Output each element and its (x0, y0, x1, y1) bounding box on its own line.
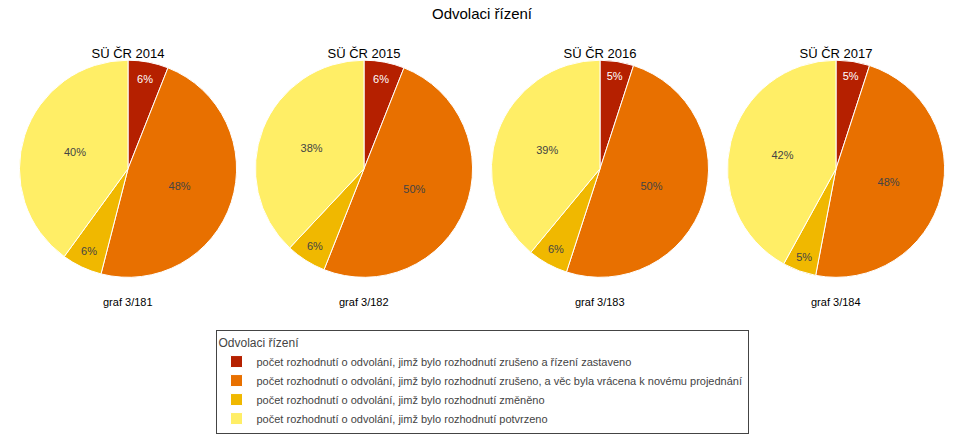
svg-text:5%: 5% (796, 251, 812, 263)
svg-text:38%: 38% (301, 142, 323, 154)
svg-text:6%: 6% (548, 243, 564, 255)
svg-text:Odvolaci řízení: Odvolaci řízení (432, 5, 533, 22)
svg-text:graf 3/182: graf 3/182 (339, 296, 389, 308)
svg-text:5%: 5% (843, 70, 859, 82)
svg-text:6%: 6% (137, 73, 153, 85)
svg-text:SÜ ČR 2016: SÜ ČR 2016 (564, 46, 637, 61)
svg-text:počet rozhodnutí o odvolání, j: počet rozhodnutí o odvolání, jimž bylo r… (257, 394, 545, 406)
svg-text:50%: 50% (403, 183, 425, 195)
svg-text:graf 3/184: graf 3/184 (811, 296, 861, 308)
svg-text:50%: 50% (641, 180, 663, 192)
svg-text:počet rozhodnutí o odvolání, j: počet rozhodnutí o odvolání, jimž bylo r… (257, 375, 743, 387)
svg-text:SÜ ČR 2017: SÜ ČR 2017 (800, 46, 873, 61)
svg-text:graf 3/183: graf 3/183 (575, 296, 625, 308)
svg-text:SÜ ČR 2014: SÜ ČR 2014 (92, 46, 165, 61)
svg-text:počet rozhodnutí o odvolání, j: počet rozhodnutí o odvolání, jimž bylo r… (257, 356, 632, 368)
svg-text:39%: 39% (536, 144, 558, 156)
svg-text:40%: 40% (64, 146, 86, 158)
svg-text:42%: 42% (771, 149, 793, 161)
svg-text:5%: 5% (607, 70, 623, 82)
svg-text:počet rozhodnutí o odvolání, j: počet rozhodnutí o odvolání, jimž bylo r… (257, 413, 548, 425)
svg-text:6%: 6% (81, 245, 97, 257)
svg-text:SÜ ČR 2015: SÜ ČR 2015 (328, 46, 401, 61)
svg-text:graf 3/181: graf 3/181 (103, 296, 153, 308)
svg-text:Odvolaci řízení: Odvolaci řízení (219, 336, 300, 350)
svg-text:48%: 48% (878, 176, 900, 188)
svg-text:6%: 6% (307, 240, 323, 252)
svg-text:6%: 6% (373, 73, 389, 85)
svg-text:48%: 48% (169, 180, 191, 192)
